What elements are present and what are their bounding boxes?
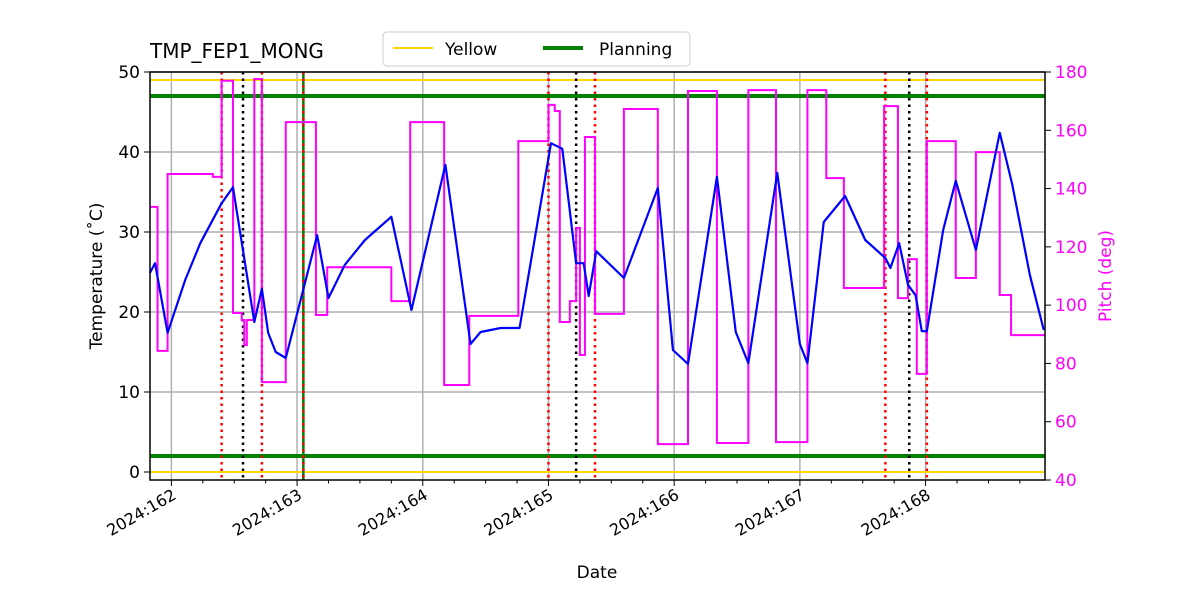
y-tick-label: 50 [118,63,140,83]
y2-tick-label: 100 [1055,296,1087,316]
x-tick-label: 2024:164 [355,485,431,540]
chart-title: TMP_FEP1_MONG [149,39,324,63]
y-tick-label: 10 [118,383,140,403]
y-axis-right: 40 60 80 100 120 140 160 180 [1045,63,1087,491]
x-tick-label: 2024:165 [481,485,557,540]
x-tick-label: 2024:167 [732,485,808,540]
y2-tick-label: 140 [1055,180,1087,200]
y2-axis-label: Pitch (deg) [1096,230,1116,322]
y-tick-label: 30 [118,223,140,243]
x-tick-label: 2024:163 [229,485,305,540]
temperature-series-line [149,131,1045,366]
legend-label-planning: Planning [599,40,672,60]
x-axis: 2024:162 2024:163 2024:164 2024:165 2024:166… [103,480,1021,540]
y2-tick-label: 40 [1055,471,1077,491]
y2-tick-label: 180 [1055,63,1087,83]
legend-box [382,31,691,67]
y-axis-label: Temperature (˚C) [86,203,107,351]
event-markers [220,72,929,480]
y2-tick-label: 60 [1055,413,1077,433]
y-axis-left: 0 10 20 30 40 50 [118,63,150,483]
series [149,77,1045,446]
y2-tick-label: 80 [1055,354,1077,374]
y-tick-label: 0 [129,463,140,483]
legend: Yellow Planning [382,31,691,67]
x-tick-label: 2024:166 [606,485,682,540]
x-tick-label: 2024:168 [858,485,934,540]
legend-label-yellow: Yellow [444,40,497,60]
y-tick-label: 20 [118,303,140,323]
y2-tick-label: 120 [1055,238,1087,258]
y2-tick-label: 160 [1055,121,1087,141]
limit-lines [150,79,1045,473]
pitch-series-line [150,77,1045,446]
plot-frame [149,71,1046,481]
x-axis-label: Date [577,563,618,583]
y-tick-label: 40 [118,143,140,163]
x-tick-label: 2024:162 [103,485,179,540]
grid [150,71,1045,480]
